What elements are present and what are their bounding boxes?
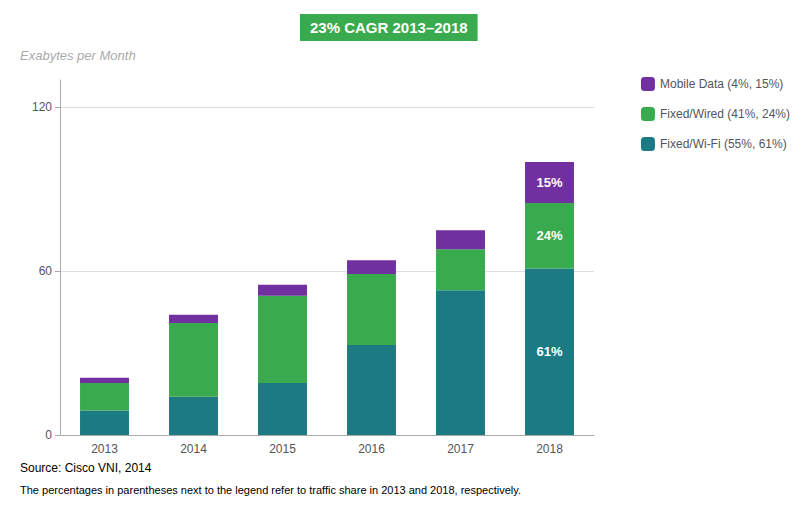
svg-text:The percentages in parentheses: The percentages in parentheses next to t… [20, 484, 521, 496]
svg-text:Fixed/Wi-Fi (55%, 61%): Fixed/Wi-Fi (55%, 61%) [660, 137, 787, 151]
svg-text:Fixed/Wired (41%, 24%): Fixed/Wired (41%, 24%) [660, 107, 790, 121]
svg-text:2016: 2016 [358, 442, 385, 456]
svg-text:Exabytes per Month: Exabytes per Month [20, 48, 136, 63]
svg-text:120: 120 [32, 100, 52, 114]
svg-text:2014: 2014 [180, 442, 207, 456]
svg-text:2018: 2018 [536, 442, 563, 456]
svg-text:Mobile Data (4%, 15%): Mobile Data (4%, 15%) [660, 77, 783, 91]
svg-text:Source: Cisco VNI, 2014: Source: Cisco VNI, 2014 [20, 461, 152, 475]
svg-text:60: 60 [39, 264, 53, 278]
svg-text:0: 0 [45, 428, 52, 442]
svg-text:15%: 15% [536, 175, 562, 190]
svg-text:2013: 2013 [91, 442, 118, 456]
svg-text:2015: 2015 [269, 442, 296, 456]
svg-text:24%: 24% [536, 228, 562, 243]
svg-text:23% CAGR 2013–2018: 23% CAGR 2013–2018 [310, 19, 468, 36]
svg-text:61%: 61% [536, 344, 562, 359]
svg-text:2017: 2017 [447, 442, 474, 456]
